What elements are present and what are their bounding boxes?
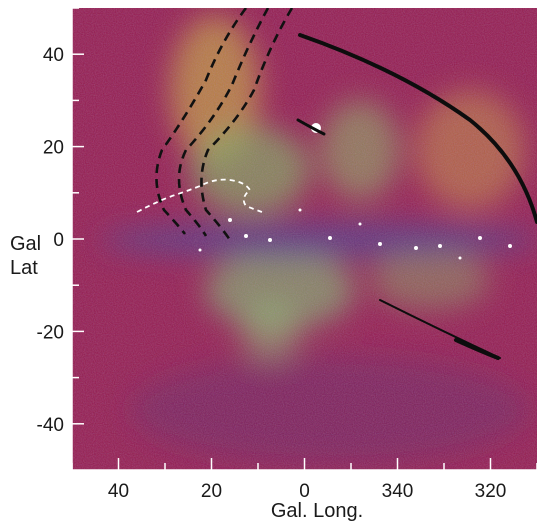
contour-middle: [177, 8, 270, 237]
black-dashed-contours: [155, 8, 294, 241]
source: [378, 242, 382, 246]
x-axis-ticks: [71, 458, 537, 470]
image-noise: [72, 8, 537, 470]
source: [358, 222, 362, 226]
x-tick-label: 0: [299, 481, 310, 502]
source: [438, 244, 442, 248]
y-axis-ticks: [72, 7, 84, 425]
y-tick-label: 20: [43, 138, 64, 159]
y-tick-label: 40: [43, 45, 64, 66]
source: [478, 236, 482, 240]
source: [414, 246, 418, 250]
y-axis-label-line2: Lat: [10, 257, 38, 279]
x-tick-label: 20: [201, 481, 222, 502]
white-dashed-contour: [136, 178, 263, 213]
x-tick-labels: 40 20 0 340 320: [108, 481, 506, 502]
x-axis-label: Gal. Long.: [271, 500, 363, 522]
x-tick-label: 340: [382, 481, 414, 502]
sky-image: [72, 8, 537, 470]
y-tick-label: -40: [37, 415, 64, 436]
source: [198, 248, 202, 252]
source: [458, 256, 462, 260]
point-sources: [198, 123, 512, 260]
y-tick-label: -20: [37, 322, 64, 343]
x-tick-label: 40: [108, 481, 129, 502]
streak-lower-thick: [454, 338, 500, 360]
source: [508, 244, 512, 248]
source: [228, 218, 232, 222]
source: [244, 234, 248, 238]
streak-short: [296, 118, 326, 136]
artifact-streaks: [296, 33, 537, 360]
streak-upper: [298, 33, 537, 224]
y-tick-labels: 40 20 0 -20 -40: [37, 45, 64, 436]
y-tick-label: 0: [53, 230, 64, 251]
source: [268, 238, 272, 242]
source: [298, 208, 302, 212]
contour-outer: [155, 8, 248, 235]
x-tick-label: 320: [475, 481, 507, 502]
source: [328, 236, 332, 240]
y-axis-label-line1: Gal: [10, 233, 41, 255]
